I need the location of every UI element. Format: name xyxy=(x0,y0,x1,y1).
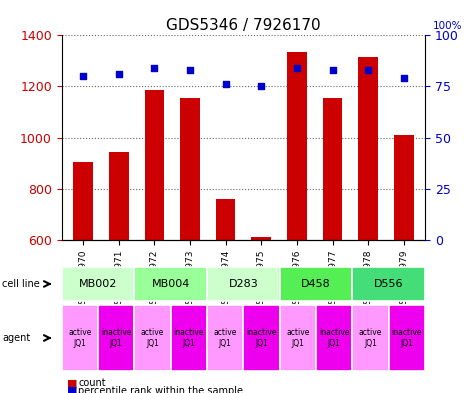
Text: cell line: cell line xyxy=(2,279,40,289)
Point xyxy=(151,65,158,71)
Text: active
JQ1: active JQ1 xyxy=(359,328,382,348)
Point xyxy=(115,71,123,77)
Bar xyxy=(73,162,93,240)
Point xyxy=(257,83,265,90)
Text: count: count xyxy=(78,378,106,388)
Point xyxy=(329,67,336,73)
Bar xyxy=(180,98,200,240)
Bar xyxy=(394,135,414,240)
Text: D556: D556 xyxy=(374,279,404,289)
Title: GDS5346 / 7926170: GDS5346 / 7926170 xyxy=(166,18,321,33)
Text: MB002: MB002 xyxy=(79,279,117,289)
Text: 100%: 100% xyxy=(432,21,462,31)
Text: active
JQ1: active JQ1 xyxy=(68,328,92,348)
Bar xyxy=(216,199,236,240)
Text: active
JQ1: active JQ1 xyxy=(286,328,310,348)
Text: inactive
JQ1: inactive JQ1 xyxy=(174,328,204,348)
Text: D458: D458 xyxy=(301,279,331,289)
Text: MB004: MB004 xyxy=(152,279,190,289)
Text: inactive
JQ1: inactive JQ1 xyxy=(247,328,277,348)
Text: inactive
JQ1: inactive JQ1 xyxy=(101,328,132,348)
Point xyxy=(222,81,229,88)
Bar xyxy=(287,52,307,240)
Point xyxy=(186,67,194,73)
Bar xyxy=(251,237,271,240)
Text: D283: D283 xyxy=(228,279,258,289)
Point xyxy=(400,75,408,81)
Text: ■: ■ xyxy=(66,378,77,388)
Bar xyxy=(109,152,129,240)
Point xyxy=(364,67,372,73)
Text: inactive
JQ1: inactive JQ1 xyxy=(392,328,422,348)
Text: ■: ■ xyxy=(66,386,77,393)
Text: inactive
JQ1: inactive JQ1 xyxy=(319,328,350,348)
Text: agent: agent xyxy=(2,333,30,343)
Bar xyxy=(358,57,378,240)
Point xyxy=(293,65,301,71)
Text: active
JQ1: active JQ1 xyxy=(214,328,237,348)
Bar xyxy=(323,98,342,240)
Text: percentile rank within the sample: percentile rank within the sample xyxy=(78,386,243,393)
Text: active
JQ1: active JQ1 xyxy=(141,328,164,348)
Point xyxy=(79,73,87,79)
Bar xyxy=(144,90,164,240)
